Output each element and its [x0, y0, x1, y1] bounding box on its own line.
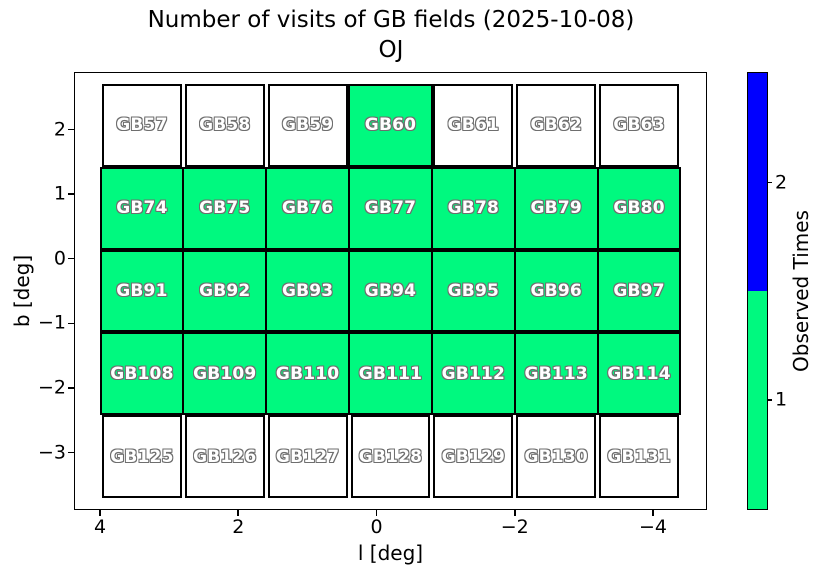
colorbar-tick-label: 1: [775, 388, 788, 411]
field-cell-gb58: GB58: [184, 84, 265, 167]
field-cell-gb74: GB74: [99, 166, 185, 250]
x-tick-mark: [652, 510, 654, 516]
x-tick-mark: [513, 510, 516, 516]
field-cell-gb94: GB94: [348, 249, 433, 333]
field-cell-gb129: GB129: [433, 415, 514, 498]
y-tick-mark: [68, 128, 74, 131]
field-cell-gb76: GB76: [265, 166, 351, 250]
field-cell-gb78: GB78: [430, 166, 516, 250]
field-cell-gb97: GB97: [596, 249, 682, 333]
field-cell-gb59: GB59: [267, 84, 348, 167]
field-cell-gb113: GB113: [513, 332, 599, 416]
field-grid: GB57 GB58 GB59 GB60 GB61 GB62 GB63 GB74 GB75 GB76…: [99, 84, 682, 498]
field-cell-gb60: GB60: [348, 84, 433, 167]
field-cell-gb112: GB112: [430, 332, 516, 416]
field-cell-gb62: GB62: [516, 84, 597, 167]
field-cell-gb95: GB95: [430, 249, 516, 333]
field-cell-gb93: GB93: [265, 249, 351, 333]
y-tick-mark: [68, 451, 74, 454]
field-cell-gb92: GB92: [182, 249, 268, 333]
field-cell-gb96: GB96: [513, 249, 599, 333]
field-cell-gb131: GB131: [599, 415, 679, 498]
x-axis-label: l [deg]: [357, 541, 424, 565]
colorbar-segment-2: [748, 73, 767, 291]
y-tick-mark: [68, 257, 74, 260]
plot-area: GB57 GB58 GB59 GB60 GB61 GB62 GB63 GB74 GB75 GB76…: [74, 72, 707, 510]
colorbar-tick-label: 2: [775, 170, 788, 193]
field-cell-gb61: GB61: [433, 84, 514, 167]
y-tick-label: −3: [37, 440, 66, 463]
colorbar-segment-1: [748, 291, 767, 509]
colorbar-tick-mark: [767, 181, 772, 184]
field-cell-gb110: GB110: [265, 332, 351, 416]
chart-subtitle: OJ: [378, 37, 404, 63]
y-tick-mark: [68, 322, 74, 325]
y-tick-label: 0: [53, 247, 66, 270]
x-tick-label: −4: [638, 516, 668, 538]
field-cell-gb128: GB128: [350, 415, 431, 498]
y-tick-mark: [68, 387, 74, 389]
chart-title: Number of visits of GB fields (2025-10-0…: [147, 7, 635, 33]
y-tick-label: −1: [37, 311, 66, 334]
field-cell-gb80: GB80: [596, 166, 682, 250]
y-axis-label: b [deg]: [10, 254, 34, 328]
y-tick-label: 2: [53, 117, 66, 140]
x-tick-mark: [237, 510, 240, 516]
y-tick-label: 1: [53, 182, 66, 205]
field-cell-gb63: GB63: [599, 84, 679, 167]
field-cell-gb114: GB114: [596, 332, 682, 416]
colorbar-tick-mark: [767, 399, 772, 401]
x-tick-mark: [375, 510, 378, 516]
field-cell-gb125: GB125: [102, 415, 182, 498]
field-cell-gb111: GB111: [348, 332, 433, 416]
x-tick-label: 0: [370, 516, 383, 538]
field-cell-gb108: GB108: [99, 332, 185, 416]
field-cell-gb126: GB126: [184, 415, 265, 498]
colorbar: [747, 72, 768, 510]
y-tick-mark: [68, 193, 74, 195]
field-cell-gb127: GB127: [267, 415, 348, 498]
x-tick-label: 2: [232, 516, 245, 538]
field-cell-gb57: GB57: [102, 84, 182, 167]
x-tick-mark: [99, 510, 101, 516]
field-cell-gb79: GB79: [513, 166, 599, 250]
field-cell-gb77: GB77: [348, 166, 433, 250]
field-cell-gb91: GB91: [99, 249, 185, 333]
y-tick-label: −2: [37, 376, 66, 399]
colorbar-label: Observed Times: [789, 210, 813, 372]
x-tick-label: −2: [500, 516, 529, 538]
field-cell-gb130: GB130: [516, 415, 597, 498]
x-tick-label: 4: [93, 516, 107, 538]
field-cell-gb109: GB109: [182, 332, 268, 416]
field-cell-gb75: GB75: [182, 166, 268, 250]
